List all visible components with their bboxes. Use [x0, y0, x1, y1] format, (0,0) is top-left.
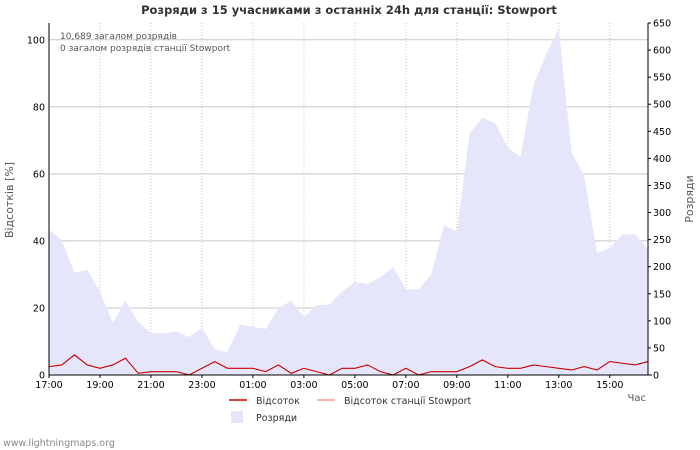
- left-tick-label: 0: [39, 371, 45, 382]
- left-tick-label: 60: [33, 169, 45, 180]
- x-tick-label: 15:00: [596, 380, 623, 391]
- left-tick-label: 100: [27, 35, 45, 46]
- right-tick-label: 550: [653, 73, 671, 84]
- chart-title: Розряди з 15 учасниками з останніх 24h д…: [141, 3, 557, 17]
- x-tick-label: 11:00: [494, 380, 521, 391]
- left-tick-label: 40: [33, 236, 45, 247]
- legend-swatch-strikes: [231, 411, 243, 423]
- annotation-total-strikes: 10,689 загалом розрядів: [60, 32, 177, 42]
- x-tick-label: 05:00: [341, 380, 368, 391]
- legend: Відсоток Відсоток станції Stowport Розря…: [229, 396, 472, 424]
- legend-label-strikes: Розряди: [256, 413, 297, 424]
- right-tick-labels: 0 50 100 150 200 250 300 350 400 450 500 550 600 650: [653, 19, 671, 382]
- right-tick-label: 500: [653, 100, 671, 111]
- x-tick-label: 01:00: [239, 380, 266, 391]
- x-axis-label: Час: [628, 393, 646, 404]
- x-tick-label: 23:00: [188, 380, 215, 391]
- right-tick-label: 150: [653, 289, 671, 300]
- x-tick-label: 13:00: [545, 380, 572, 391]
- right-tick-label: 400: [653, 154, 671, 165]
- x-tick-label: 19:00: [86, 380, 113, 391]
- left-tick-label: 20: [33, 303, 45, 314]
- legend-label-station-percent: Відсоток станції Stowport: [344, 396, 472, 407]
- x-tick-label: 17:00: [35, 380, 62, 391]
- axes: [48, 22, 652, 378]
- right-tick-label: 450: [653, 127, 671, 138]
- left-tick-labels: 0 20 40 60 80 100: [27, 35, 45, 381]
- x-tick-label: 03:00: [290, 380, 317, 391]
- footer-watermark: www.lightningmaps.org: [3, 438, 115, 449]
- right-tick-label: 100: [653, 316, 671, 327]
- right-tick-label: 650: [653, 19, 671, 30]
- right-tick-label: 600: [653, 46, 671, 57]
- x-tick-labels: 17:00 19:00 21:00 23:00 01:00 03:00 05:00 07:00…: [35, 380, 623, 391]
- right-tick-label: 250: [653, 235, 671, 246]
- area-layer: [49, 28, 648, 376]
- y-axis-label-left: Відсотків [%]: [3, 162, 16, 238]
- y-axis-label-right: Розряди: [683, 175, 696, 223]
- strikes-area: [49, 28, 648, 376]
- right-tick-label: 300: [653, 208, 671, 219]
- x-tick-label: 09:00: [443, 380, 470, 391]
- right-tick-label: 350: [653, 181, 671, 192]
- x-tick-label: 21:00: [137, 380, 164, 391]
- percent-line: [48, 354, 649, 376]
- right-tick-label: 200: [653, 262, 671, 273]
- annotation-station-strikes: 0 загалом розрядів станції Stowport: [60, 44, 231, 54]
- left-tick-label: 80: [33, 102, 45, 113]
- x-tick-label: 07:00: [392, 380, 419, 391]
- right-tick-label: 0: [653, 371, 659, 382]
- legend-label-percent: Відсоток: [256, 396, 300, 407]
- right-tick-label: 50: [653, 343, 665, 354]
